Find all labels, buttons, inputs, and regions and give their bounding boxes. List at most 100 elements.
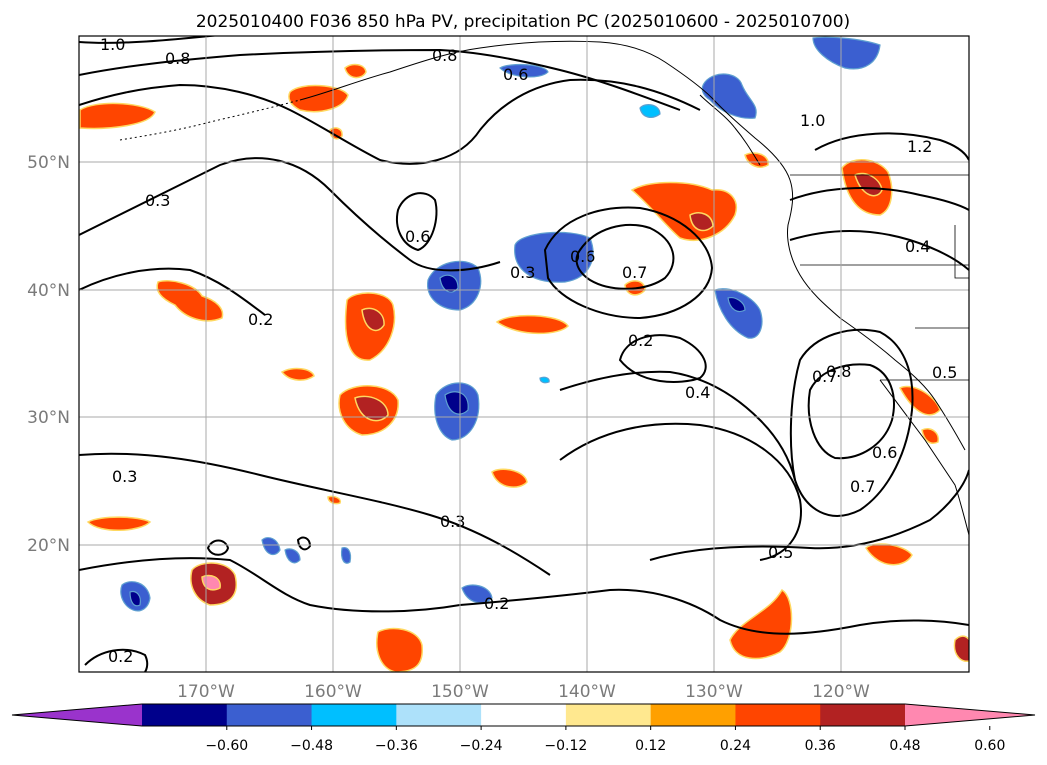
contour-1.0	[79, 36, 221, 44]
precip-negative-areas	[120, 36, 881, 612]
figure-title: 2025010400 F036 850 hPa PV, precipitatio…	[196, 12, 850, 32]
precip-blob	[854, 172, 883, 197]
contour-label: 0.3	[112, 467, 137, 486]
precip-blob	[701, 73, 757, 119]
mexico-coast	[879, 379, 969, 536]
colorbar-segment	[311, 704, 397, 726]
colorbar-tick-label: 0.48	[889, 738, 920, 754]
contour-0.2-corner	[84, 648, 149, 672]
precip-blob	[444, 391, 469, 415]
contour-0.2-bottom	[79, 557, 969, 635]
lon-labels: 170°W 160°W 150°W 140°W 130°W 120°W	[177, 682, 870, 702]
colorbar-segment	[820, 704, 906, 726]
colorbar-extend-high	[905, 704, 1035, 726]
precip-blob	[439, 274, 459, 293]
contour-label: 0.2	[248, 310, 273, 329]
precip-blob	[344, 63, 367, 79]
coastlines	[119, 40, 969, 536]
contour-label: 0.5	[768, 543, 793, 562]
lon-label: 120°W	[812, 682, 870, 702]
contour-label: 0.8	[432, 46, 457, 65]
contour-0.5	[649, 469, 969, 561]
lon-label: 140°W	[558, 682, 616, 702]
colorbar-segment	[396, 704, 482, 726]
lat-labels: 50°N 40°N 30°N 20°N	[27, 153, 70, 556]
precip-blob	[729, 588, 793, 660]
precip-blob	[354, 395, 389, 422]
colorbar-segment	[226, 704, 313, 726]
contour-label: 1.0	[100, 35, 125, 54]
precip-blob	[639, 104, 661, 118]
bc-coast	[699, 94, 761, 166]
precip-blob	[376, 627, 423, 672]
precip-blob	[689, 212, 714, 232]
colorbar-tick-label: −0.12	[544, 738, 587, 754]
precip-blob	[495, 314, 569, 335]
contour-label: 0.6	[405, 227, 430, 246]
precip-blob	[280, 367, 315, 381]
contour-0.8-socal	[807, 363, 895, 460]
contour-east-2	[789, 187, 969, 211]
lon-label: 150°W	[431, 682, 489, 702]
contour-east-1	[814, 132, 969, 161]
lon-label: 170°W	[177, 682, 235, 702]
contour-label: 0.4	[905, 237, 930, 256]
colorbar-segment	[735, 704, 821, 726]
contour-inner-ring	[559, 422, 802, 561]
contour-label: 0.4	[685, 383, 710, 402]
contour-label: 0.3	[510, 263, 535, 282]
contour-0.3	[79, 157, 501, 272]
colorbar-segment	[650, 704, 736, 726]
contour-0.8	[79, 48, 681, 111]
contour-label: 0.2	[628, 331, 653, 350]
precip-blob	[201, 574, 221, 591]
precip-blob	[284, 548, 301, 564]
colorbar-tick-label: 0.60	[974, 738, 1005, 754]
contour-label: 0.7	[812, 367, 837, 386]
colorbar-extend-low	[12, 704, 142, 726]
precip-blob	[921, 428, 939, 444]
contour-label: 0.8	[165, 49, 190, 68]
contour-label: 0.6	[503, 65, 528, 84]
colorbar-tick-label: 0.24	[720, 738, 751, 754]
map-frame	[78, 35, 970, 673]
contour-0.7	[789, 328, 914, 517]
map-panel: 1.0 0.8 0.8 0.6 1.0 1.2 0.3 0.6 0.6 0.3 …	[79, 35, 969, 672]
contour-0.2b	[618, 334, 707, 383]
precip-blob	[79, 102, 156, 130]
precip-blob	[499, 63, 549, 78]
colorbar-segment	[142, 704, 228, 726]
colorbar-outline	[11, 703, 1036, 727]
contour-0.2	[79, 267, 266, 316]
precip-blob	[129, 590, 141, 607]
lon-label: 130°W	[685, 682, 743, 702]
contour-labels: 1.0 0.8 0.8 0.6 1.0 1.2 0.3 0.6 0.6 0.3 …	[100, 35, 957, 666]
contour-label: 0.7	[622, 263, 647, 282]
aleutian-islands	[119, 99, 301, 141]
alaska-coast	[299, 40, 966, 451]
precip-blob	[953, 635, 969, 662]
contour-0.6	[79, 78, 701, 165]
lat-label: 30°N	[27, 408, 70, 428]
contour-0.6-center	[543, 206, 714, 320]
precip-blob	[461, 584, 493, 604]
contour-tick-2	[296, 536, 312, 551]
us-border-5	[954, 225, 969, 279]
contour-label: 1.2	[907, 137, 932, 156]
precip-blob	[539, 376, 550, 384]
colorbar-tick-label: −0.36	[375, 738, 418, 754]
precip-blob	[361, 307, 385, 332]
lat-label: 40°N	[27, 281, 70, 301]
contour-0.7-center	[575, 224, 675, 290]
contour-0.3-mid	[79, 452, 551, 576]
contour-label: 1.0	[800, 111, 825, 130]
precip-blob	[714, 288, 763, 339]
contour-label: 0.2	[108, 647, 133, 666]
contour-label: 0.6	[570, 247, 595, 266]
precip-blob	[865, 543, 913, 566]
contour-label: 0.8	[826, 362, 851, 381]
contour-label: 0.3	[145, 191, 170, 210]
contour-label: 0.2	[484, 594, 509, 613]
lat-label: 50°N	[27, 153, 70, 173]
